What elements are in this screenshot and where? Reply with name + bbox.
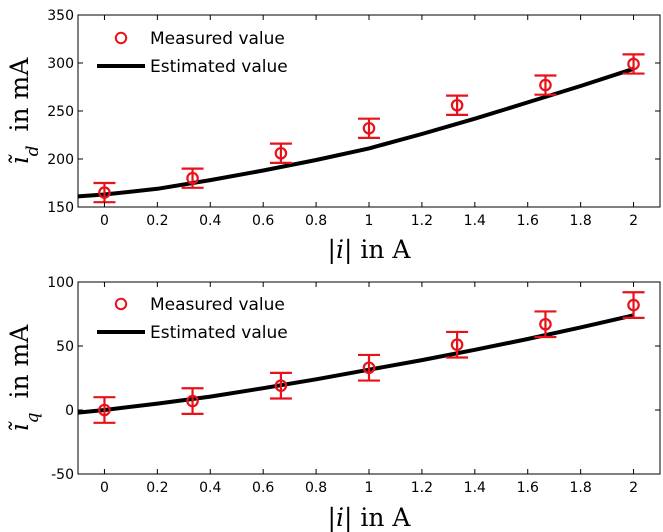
measured-point bbox=[181, 167, 204, 189]
measured-marker bbox=[186, 394, 199, 408]
y-tick-label: 0 bbox=[65, 403, 74, 419]
measured-point bbox=[446, 94, 469, 116]
legend-estimated-label: Estimated value bbox=[150, 57, 288, 77]
measured-marker bbox=[627, 298, 640, 312]
measured-marker bbox=[450, 98, 464, 112]
measured-point bbox=[269, 142, 292, 164]
y-tick-label: 300 bbox=[47, 56, 74, 72]
x-tick-label: 0 bbox=[100, 213, 109, 229]
measured-marker bbox=[274, 379, 288, 392]
x-tick-label: 1.8 bbox=[570, 213, 592, 229]
y-axis-label: ĩd in mA bbox=[5, 57, 43, 165]
legend-measured-label: Measured value bbox=[150, 295, 285, 315]
legend-measured-marker bbox=[114, 31, 128, 45]
measured-marker bbox=[539, 317, 552, 331]
x-tick-label: 0.8 bbox=[305, 213, 327, 229]
x-tick-label: 1.8 bbox=[570, 480, 592, 496]
x-tick-label: 0 bbox=[100, 480, 109, 496]
y-axis-label: ĩq in mA bbox=[5, 324, 43, 432]
y-tick-label: 200 bbox=[47, 152, 74, 168]
y-tick-label: -50 bbox=[51, 467, 74, 483]
x-tick-label: 0.4 bbox=[199, 480, 221, 496]
measured-marker bbox=[98, 403, 111, 417]
measured-marker bbox=[627, 57, 640, 71]
y-tick-label: 250 bbox=[47, 104, 74, 120]
measured-marker bbox=[98, 186, 111, 199]
estimated-value-line bbox=[77, 66, 635, 199]
chart-panel-1: 0 0.2 0.4 0.6 0.8 1 1.2 1.4 1.6 1.8 2 150 200 250 300 3… bbox=[5, 8, 661, 265]
x-tick-label: 2 bbox=[629, 213, 638, 229]
legend-estimated-label: Estimated value bbox=[150, 323, 288, 343]
measured-point bbox=[622, 291, 645, 319]
x-tick-label: 0.2 bbox=[146, 213, 168, 229]
measured-marker bbox=[539, 78, 552, 92]
x-tick-label: 1.4 bbox=[464, 213, 486, 229]
x-tick-label: 0.6 bbox=[252, 480, 274, 496]
x-axis-label: |i| in A bbox=[328, 235, 412, 265]
measured-point bbox=[269, 371, 292, 400]
x-tick-label: 1.2 bbox=[411, 213, 433, 229]
chart-panel-2: 0 0.2 0.4 0.6 0.8 1 1.2 1.4 1.6 1.8 2 -50 0 50 100 |i| … bbox=[5, 275, 661, 532]
measured-point bbox=[534, 310, 557, 339]
measured-marker bbox=[186, 171, 199, 185]
legend: Measured value Estimated value bbox=[97, 295, 288, 343]
x-tick-label: 0.6 bbox=[252, 213, 274, 229]
measured-marker bbox=[362, 121, 376, 135]
x-tick-label: 1.2 bbox=[411, 480, 433, 496]
measured-point bbox=[534, 74, 557, 96]
x-axis-label: |i| in A bbox=[328, 503, 412, 532]
x-tick-label: 1 bbox=[365, 480, 374, 496]
legend-measured-label: Measured value bbox=[150, 29, 285, 49]
x-tick-label: 0.4 bbox=[199, 213, 221, 229]
legend-measured-marker bbox=[114, 297, 128, 311]
measured-point bbox=[358, 117, 380, 139]
x-tick-label: 0.2 bbox=[146, 480, 168, 496]
x-tick-label: 1.6 bbox=[517, 213, 539, 229]
measured-point bbox=[93, 181, 116, 204]
y-tick-label: 150 bbox=[47, 200, 74, 216]
measured-point bbox=[93, 396, 116, 424]
legend: Measured value Estimated value bbox=[97, 29, 288, 77]
x-tick-label: 1.4 bbox=[464, 480, 486, 496]
x-tick-label: 1 bbox=[365, 213, 374, 229]
measured-point bbox=[622, 53, 645, 75]
y-tick-label: 350 bbox=[47, 8, 74, 24]
measured-marker bbox=[274, 146, 288, 160]
measured-marker bbox=[362, 361, 376, 375]
x-tick-label: 2 bbox=[629, 480, 638, 496]
x-tick-label: 1.6 bbox=[517, 480, 539, 496]
measured-point bbox=[358, 353, 380, 382]
measured-point bbox=[181, 387, 204, 415]
measured-point bbox=[446, 330, 469, 359]
y-tick-label: 100 bbox=[47, 275, 74, 291]
x-tick-label: 0.8 bbox=[305, 480, 327, 496]
measured-marker bbox=[450, 338, 464, 352]
y-tick-label: 50 bbox=[56, 339, 74, 355]
